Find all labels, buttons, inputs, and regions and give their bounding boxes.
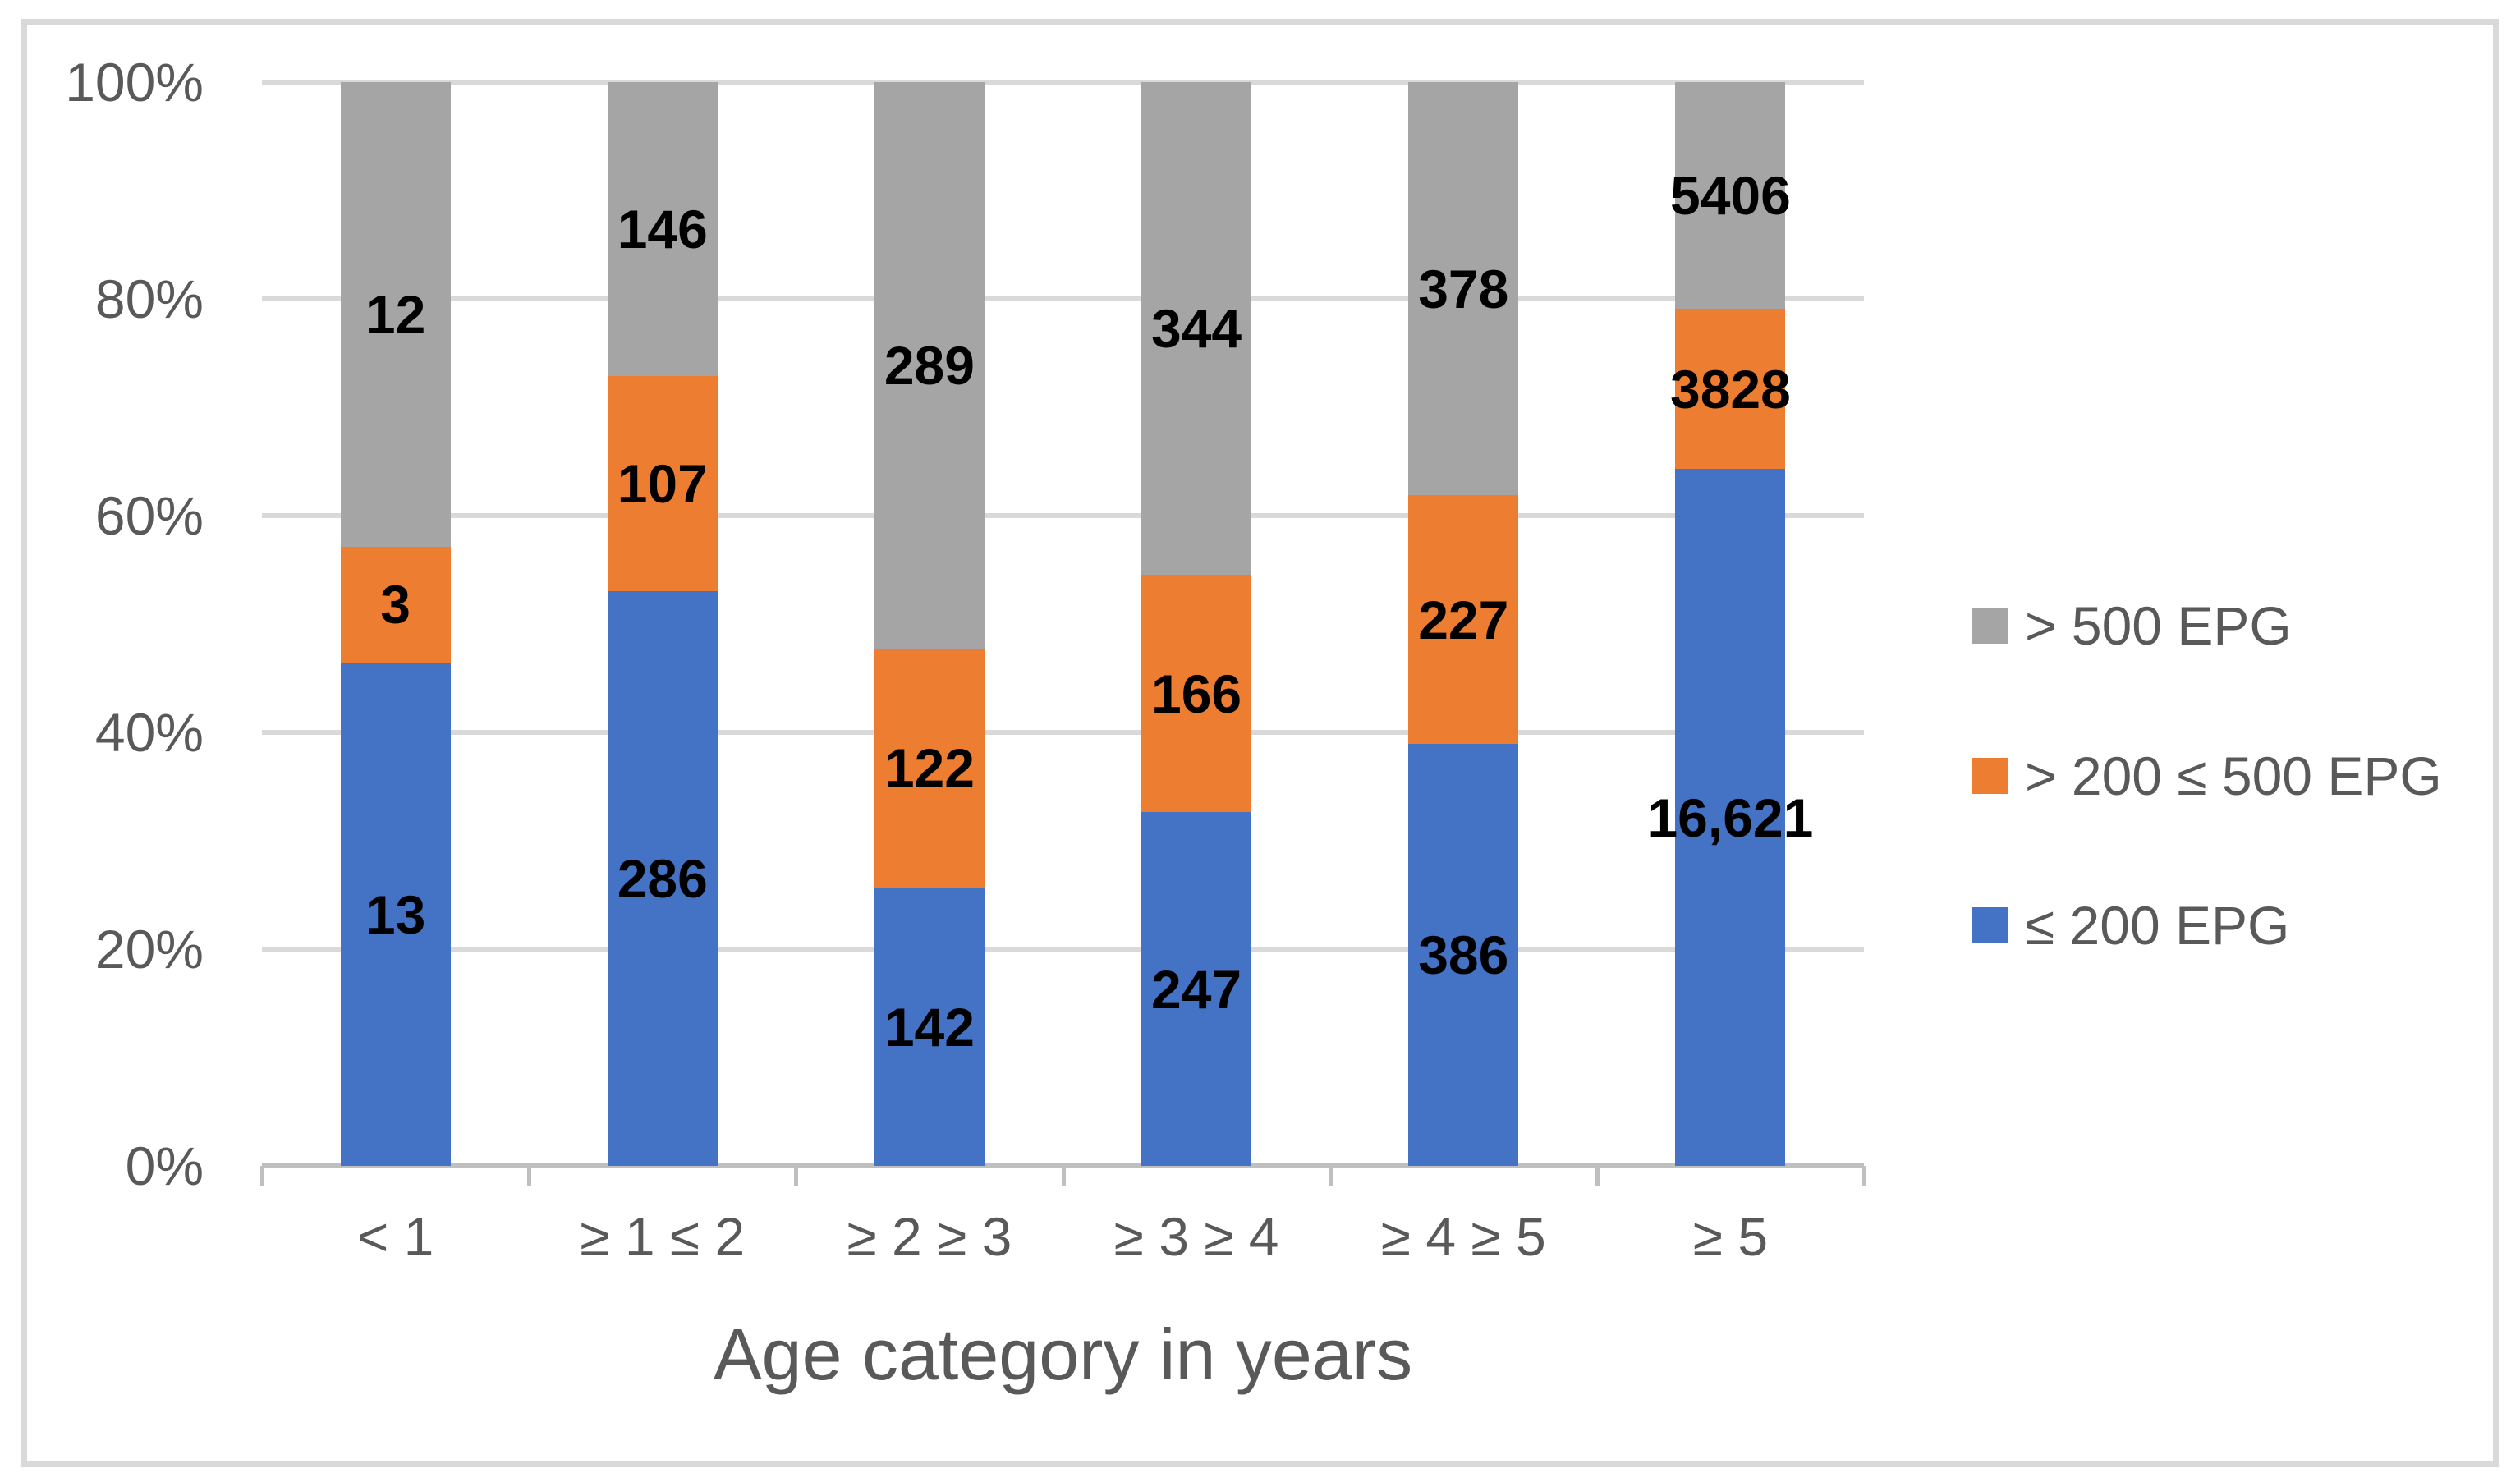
bar-segment: 3 (340, 546, 451, 663)
stacked-bar: 12 3 13 (340, 82, 451, 1166)
legend-swatch-icon (1972, 757, 2008, 794)
data-label: 386 (1418, 924, 1509, 985)
bar-segment: 166 (1141, 574, 1252, 813)
bar-segment: 3828 (1670, 308, 1791, 470)
data-label: 289 (884, 334, 975, 396)
data-label: 107 (617, 452, 708, 514)
h-gridline (262, 296, 1864, 301)
x-axis-tick (527, 1166, 532, 1186)
bar-segment: 247 (1141, 812, 1252, 1166)
legend-item: > 200 ≤ 500 EPG (1972, 745, 2442, 806)
y-tick-label: 40% (94, 702, 204, 763)
data-label: 344 (1151, 297, 1242, 359)
x-axis-tick (794, 1166, 799, 1186)
data-label: 5406 (1670, 164, 1791, 226)
x-tick-label: < 1 (356, 1206, 434, 1267)
data-label: 166 (1151, 663, 1242, 724)
stacked-bar: 5406 3828 16,621 (1647, 82, 1813, 1166)
bar-segment: 289 (874, 82, 985, 649)
bar-segment: 107 (607, 375, 718, 591)
data-label: 16,621 (1647, 787, 1814, 848)
data-label: 13 (365, 883, 426, 945)
y-tick-label: 60% (94, 485, 204, 546)
stacked-bar: 146 107 286 (607, 82, 718, 1166)
h-gridline (262, 513, 1864, 518)
legend-item: ≤ 200 EPG (1972, 895, 2290, 956)
x-axis-tick (1061, 1166, 1066, 1186)
data-label: 227 (1418, 589, 1509, 650)
y-tick-label: 80% (94, 268, 204, 329)
x-tick-label: ≥ 4 ≥ 5 (1380, 1206, 1546, 1267)
data-label: 378 (1418, 258, 1509, 319)
bar-segment: 142 (874, 888, 985, 1166)
x-axis-title: Age category in years (713, 1314, 1413, 1395)
data-label: 146 (617, 198, 708, 259)
data-label: 247 (1151, 958, 1242, 1020)
h-gridline (262, 80, 1864, 85)
y-tick-label: 20% (94, 919, 204, 980)
x-axis-tick (260, 1166, 264, 1186)
bar-segment: 146 (607, 82, 718, 376)
data-label: 12 (365, 283, 426, 345)
data-label: 286 (617, 847, 708, 909)
bar-segment: 344 (1141, 82, 1252, 575)
h-gridline (262, 730, 1864, 735)
bar-segment: 12 (340, 82, 451, 547)
x-tick-label: ≥ 3 ≥ 4 (1113, 1206, 1279, 1267)
bar-segment: 13 (340, 663, 451, 1166)
bar-segment: 386 (1408, 743, 1519, 1166)
x-axis-tick (1595, 1166, 1600, 1186)
x-tick-label: ≥ 1 ≤ 2 (580, 1206, 746, 1267)
legend-label: > 200 ≤ 500 EPG (2025, 745, 2442, 806)
data-label: 142 (884, 996, 975, 1058)
legend-label: > 500 EPG (2025, 595, 2292, 656)
legend-swatch-icon (1972, 907, 2008, 943)
stacked-bar: 344 166 247 (1141, 82, 1252, 1166)
bar-segment: 122 (874, 648, 985, 888)
x-axis-tick (1862, 1166, 1866, 1186)
legend-label: ≤ 200 EPG (2025, 895, 2290, 956)
data-label: 3828 (1670, 358, 1791, 420)
h-gridline (262, 947, 1864, 952)
bar-segment: 5406 (1670, 82, 1791, 309)
x-tick-label: ≥ 2 ≥ 3 (847, 1206, 1012, 1267)
stacked-bar: 289 122 142 (874, 82, 985, 1166)
bar-segment: 286 (607, 590, 718, 1166)
bar-segment: 378 (1408, 82, 1519, 496)
data-label: 122 (884, 737, 975, 799)
legend-swatch-icon (1972, 608, 2008, 644)
bar-segment: 16,621 (1647, 469, 1813, 1166)
stacked-bar: 378 227 386 (1408, 82, 1519, 1166)
bar-segment: 227 (1408, 495, 1519, 744)
x-tick-label: ≥ 5 (1692, 1206, 1769, 1267)
legend-item: > 500 EPG (1972, 595, 2292, 656)
x-axis-tick (1328, 1166, 1333, 1186)
data-label: 3 (380, 574, 411, 635)
y-tick-label: 100% (65, 52, 204, 112)
y-tick-label: 0% (125, 1136, 204, 1196)
